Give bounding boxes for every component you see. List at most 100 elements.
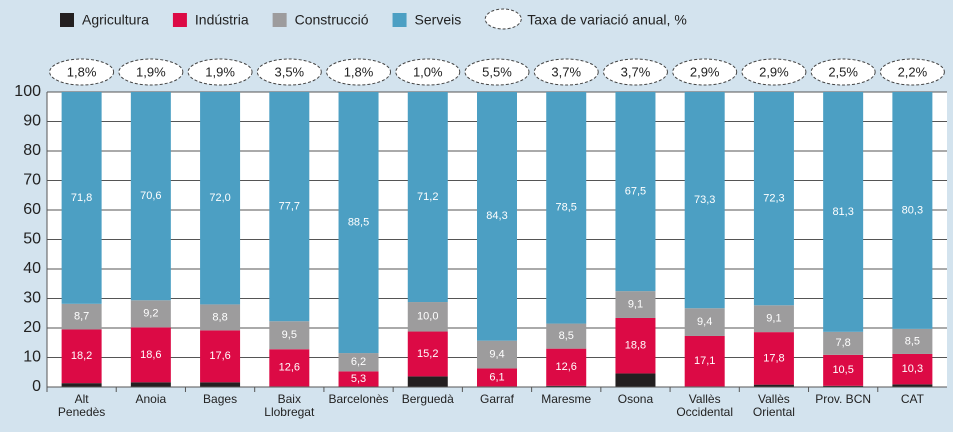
bar-segment xyxy=(546,323,587,349)
data-label: 9,1 xyxy=(628,298,643,310)
bar-segment xyxy=(130,382,171,387)
data-label: 80,3 xyxy=(902,204,923,216)
bar-segment xyxy=(200,330,241,383)
data-label: 67,5 xyxy=(625,185,646,197)
x-tick-label: Maresme xyxy=(541,392,592,406)
x-tick-label: Osona xyxy=(617,392,654,406)
growth-label: 1,8% xyxy=(67,64,97,79)
growth-label: 2,5% xyxy=(828,64,858,79)
bar-segment xyxy=(407,331,448,377)
x-tick-label: Anoia xyxy=(135,392,167,406)
y-tick-label: 80 xyxy=(23,142,41,159)
growth-marker xyxy=(395,58,461,86)
bar-segment xyxy=(477,368,517,387)
data-label: 18,6 xyxy=(140,349,161,361)
growth-label: 2,9% xyxy=(759,64,789,79)
growth-marker xyxy=(256,58,322,86)
growth-marker xyxy=(672,58,738,86)
data-label: 10,5 xyxy=(832,364,853,376)
bar-segment xyxy=(684,335,725,387)
legend-label: Indústria xyxy=(195,12,249,28)
data-label: 8,5 xyxy=(559,330,574,342)
data-label: 6,1 xyxy=(489,371,504,383)
y-tick-label: 20 xyxy=(23,319,41,336)
legend-swatch xyxy=(172,13,187,27)
bar-segment xyxy=(615,373,656,387)
bar-segment xyxy=(130,327,171,383)
growth-marker xyxy=(118,58,184,86)
growth-marker xyxy=(326,58,392,86)
growth-label: 1,9% xyxy=(136,64,166,79)
y-tick-label: 50 xyxy=(23,231,41,248)
bar-segment xyxy=(130,300,171,328)
growth-marker xyxy=(464,58,530,86)
y-tick-label: 90 xyxy=(23,113,41,130)
x-tick-label: Barcelonès xyxy=(328,392,389,406)
growth-marker xyxy=(741,58,807,86)
bar-segment xyxy=(338,371,379,387)
bar-segment xyxy=(615,291,656,318)
bar-segment xyxy=(753,92,794,306)
bar-segment xyxy=(892,328,933,354)
growth-label: 3,7% xyxy=(551,64,581,79)
bar-segment xyxy=(338,92,379,354)
bar-segment xyxy=(753,332,794,385)
legend-label: Agricultura xyxy=(82,12,149,28)
x-tick-label: Alt Penedès xyxy=(57,392,106,419)
legend-label: Construcció xyxy=(295,12,369,28)
bar-segment xyxy=(407,376,448,387)
bar-segment xyxy=(338,353,379,372)
legend-swatch xyxy=(60,13,74,27)
bar-segment xyxy=(546,348,587,386)
x-tick-label: Prov. BCN xyxy=(815,392,872,406)
x-tick-label: Vallès Occidental xyxy=(676,392,734,419)
data-label: 72,0 xyxy=(209,192,230,204)
y-tick-label: 0 xyxy=(32,378,41,395)
growth-label: 5,5% xyxy=(482,64,512,79)
y-tick-label: 60 xyxy=(23,201,41,218)
bar-segment xyxy=(615,92,656,292)
data-label: 9,4 xyxy=(697,316,712,328)
growth-label: 3,7% xyxy=(621,64,651,79)
data-label: 9,4 xyxy=(489,348,504,360)
data-label: 71,2 xyxy=(417,191,438,203)
data-label: 71,8 xyxy=(71,192,92,204)
y-tick-label: 70 xyxy=(23,172,41,189)
bar-segment xyxy=(477,92,517,341)
data-label: 72,3 xyxy=(763,193,784,205)
bar-segment xyxy=(61,92,102,304)
bar-segment xyxy=(892,353,933,385)
bar-segment xyxy=(823,331,864,355)
growth-label: 2,2% xyxy=(898,64,928,79)
x-tick-label: Bages xyxy=(203,392,238,406)
bar-segment xyxy=(823,92,864,332)
data-label: 17,6 xyxy=(209,350,230,362)
bar-segment xyxy=(200,304,241,331)
data-label: 17,8 xyxy=(763,352,784,364)
data-label: 73,3 xyxy=(694,194,715,206)
growth-label: 3,5% xyxy=(274,64,304,79)
data-label: 77,7 xyxy=(279,201,300,213)
data-label: 8,8 xyxy=(212,311,227,323)
bar-segment xyxy=(684,92,725,309)
growth-label: 1,0% xyxy=(413,64,443,79)
data-label: 18,2 xyxy=(71,350,92,362)
growth-marker xyxy=(49,58,115,86)
data-label: 5,3 xyxy=(351,373,366,385)
y-tick-label: 100 xyxy=(14,83,41,100)
growth-label: 2,9% xyxy=(690,64,720,79)
bar-segment xyxy=(407,302,448,332)
legend-swatch xyxy=(272,13,287,27)
bar-segment xyxy=(200,382,241,387)
data-label: 6,2 xyxy=(351,356,366,368)
bar-segment xyxy=(130,92,171,301)
bar-segment xyxy=(546,385,587,387)
data-label: 9,5 xyxy=(282,329,297,341)
data-label: 88,5 xyxy=(348,216,369,228)
legend-swatch xyxy=(392,13,407,27)
data-label: 81,3 xyxy=(832,206,853,218)
y-tick-label: 10 xyxy=(23,349,41,366)
data-label: 12,6 xyxy=(556,361,577,373)
